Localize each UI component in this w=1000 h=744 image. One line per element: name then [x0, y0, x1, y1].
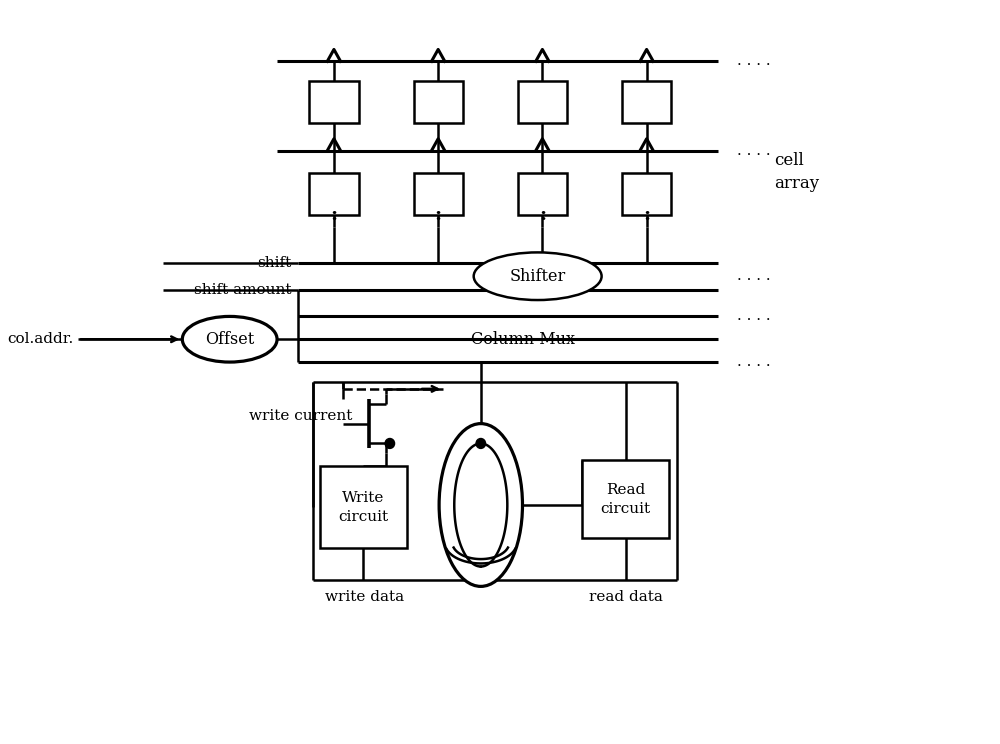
Text: :: : — [539, 206, 546, 224]
Bar — [414, 173, 463, 215]
Bar — [622, 81, 671, 123]
Ellipse shape — [439, 423, 522, 586]
Bar — [622, 173, 671, 215]
Text: Read: Read — [606, 483, 645, 497]
Text: write current: write current — [249, 408, 352, 423]
Text: Column Mux: Column Mux — [471, 331, 575, 347]
Text: . . . .: . . . . — [737, 310, 770, 324]
Circle shape — [476, 438, 486, 449]
Ellipse shape — [182, 316, 277, 362]
Text: write data: write data — [325, 590, 404, 604]
Bar — [320, 466, 407, 548]
Text: :: : — [330, 206, 337, 224]
Text: :: : — [435, 206, 442, 224]
Bar — [309, 81, 359, 123]
Text: . . . .: . . . . — [737, 269, 770, 283]
Text: col.addr.: col.addr. — [7, 333, 73, 346]
Text: . . . .: . . . . — [737, 144, 770, 158]
Text: Write: Write — [342, 491, 384, 505]
Text: circuit: circuit — [338, 510, 388, 524]
Text: . . . .: . . . . — [737, 355, 770, 369]
Text: shift amount: shift amount — [194, 283, 291, 297]
Text: :: : — [643, 206, 650, 224]
Bar — [582, 461, 669, 538]
Circle shape — [385, 438, 395, 449]
Text: shift: shift — [257, 256, 291, 270]
Bar — [518, 173, 567, 215]
Text: Shifter: Shifter — [510, 268, 566, 285]
Text: circuit: circuit — [601, 502, 651, 516]
Text: . . . .: . . . . — [737, 54, 770, 68]
Text: array: array — [775, 175, 820, 192]
Ellipse shape — [474, 252, 602, 300]
Bar — [309, 173, 359, 215]
Bar — [518, 81, 567, 123]
Text: read data: read data — [589, 590, 663, 604]
Text: cell: cell — [775, 152, 804, 169]
Bar — [414, 81, 463, 123]
Text: Offset: Offset — [205, 331, 254, 347]
